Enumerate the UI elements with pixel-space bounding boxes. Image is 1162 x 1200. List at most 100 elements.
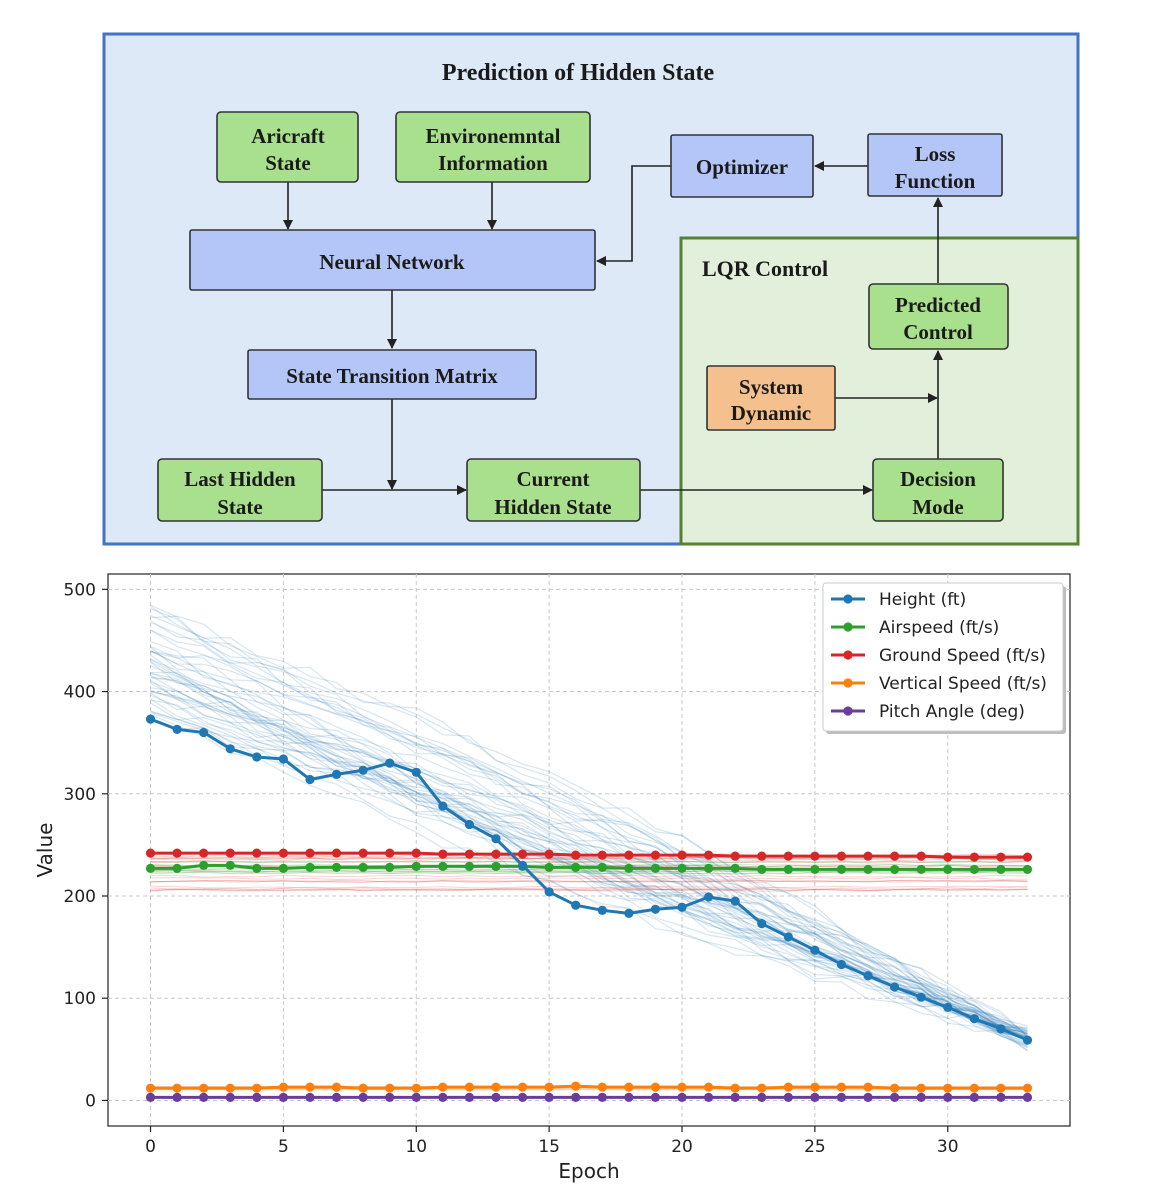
data-point-pitch-angle-deg [677, 1092, 687, 1102]
data-point-ground-speed-ft-s [1022, 852, 1033, 862]
system-label-1: System [739, 375, 804, 399]
data-point-vertical-speed-ft-s [996, 1083, 1006, 1093]
data-point-vertical-speed-ft-s [624, 1082, 634, 1092]
data-point-height-ft [199, 727, 209, 738]
data-point-pitch-angle-deg [438, 1092, 448, 1102]
x-tick-label: 25 [804, 1137, 826, 1157]
node-aircraft-state: Aricraft State [216, 111, 359, 183]
node-predicted-control: Predicted Control [868, 283, 1009, 350]
data-point-height-ft [863, 971, 873, 981]
data-point-vertical-speed-ft-s [916, 1083, 926, 1093]
data-point-pitch-angle-deg [783, 1092, 793, 1102]
height-ensemble-trace [150, 650, 1028, 1033]
y-axis-ticks: 0 100 200 300 400 500 [64, 580, 108, 1111]
nn-label: Neural Network [319, 250, 465, 274]
data-point-height-ft [783, 932, 793, 942]
data-point-pitch-angle-deg [916, 1092, 926, 1102]
height-ensemble-trace [150, 712, 1028, 1040]
data-point-pitch-angle-deg [624, 1092, 634, 1102]
env-label-2: Information [438, 151, 548, 175]
data-point-pitch-angle-deg [172, 1092, 182, 1102]
data-point-airspeed-ft-s [916, 864, 926, 875]
legend-marker-ground-speed-ft-s [843, 650, 853, 660]
data-point-height-ft [331, 769, 342, 779]
height-ensemble-trace [150, 672, 1028, 1035]
ground-speed-ensemble-trace [150, 879, 1028, 883]
optimizer-label: Optimizer [696, 155, 788, 179]
height-ensemble-trace [150, 661, 1028, 1030]
data-point-height-ft [252, 752, 262, 762]
data-point-height-ft [597, 905, 607, 915]
height-ensemble-trace [150, 604, 1028, 1035]
legend-marker-airspeed-ft-s [843, 622, 853, 632]
data-point-pitch-angle-deg [305, 1092, 315, 1102]
last-label-1: Last Hidden [184, 467, 296, 491]
airspeed-ensemble-trace [150, 860, 1028, 864]
data-point-height-ft [544, 887, 554, 897]
data-point-vertical-speed-ft-s [1022, 1083, 1033, 1093]
data-point-ground-speed-ft-s [677, 850, 687, 860]
data-point-ground-speed-ft-s [358, 848, 368, 858]
data-point-ground-speed-ft-s [969, 852, 979, 862]
plot-area [107, 573, 1071, 1127]
data-point-airspeed-ft-s [278, 863, 288, 874]
x-tick-label: 0 [145, 1137, 156, 1157]
data-point-ground-speed-ft-s [517, 849, 528, 859]
current-label-1: Current [516, 467, 589, 491]
height-ensemble-trace [150, 650, 1028, 1042]
x-tick-label: 5 [278, 1137, 289, 1157]
node-state-transition-matrix: State Transition Matrix [247, 349, 537, 400]
height-ensemble-trace [150, 714, 1028, 1032]
x-tick-label: 20 [671, 1137, 693, 1157]
data-point-vertical-speed-ft-s [331, 1082, 342, 1092]
data-point-height-ft [517, 860, 528, 870]
data-point-pitch-angle-deg [225, 1092, 235, 1102]
data-point-height-ft [172, 724, 182, 734]
data-point-airspeed-ft-s [411, 861, 421, 871]
data-point-vertical-speed-ft-s [969, 1083, 979, 1093]
data-point-vertical-speed-ft-s [252, 1083, 262, 1093]
data-point-height-ft [438, 801, 448, 811]
data-point-airspeed-ft-s [783, 864, 793, 875]
aircraft-label-1: Aricraft [251, 124, 324, 148]
lqr-title: LQR Control [702, 256, 828, 281]
node-system-dynamic: System Dynamic [706, 365, 836, 431]
legend-marker-pitch-angle-deg [843, 706, 853, 716]
data-point-airspeed-ft-s [571, 862, 581, 872]
data-point-pitch-angle-deg [703, 1092, 714, 1102]
height-ensemble-trace [150, 687, 1028, 1042]
data-point-vertical-speed-ft-s [145, 1083, 156, 1093]
data-point-vertical-speed-ft-s [544, 1082, 554, 1092]
y-tick-label: 500 [64, 580, 96, 600]
data-point-airspeed-ft-s [305, 862, 315, 872]
data-point-airspeed-ft-s [358, 862, 368, 872]
data-point-airspeed-ft-s [703, 863, 714, 874]
data-point-height-ft [677, 902, 687, 912]
height-ensemble-trace [150, 614, 1028, 1037]
y-axis-label: Value [33, 823, 57, 878]
arrow-optimizer-to-nn [596, 165, 671, 266]
data-point-pitch-angle-deg [943, 1092, 953, 1102]
data-point-airspeed-ft-s [225, 860, 235, 870]
height-ensemble-trace [150, 621, 1028, 1037]
data-point-airspeed-ft-s [624, 863, 634, 874]
data-point-height-ft [624, 908, 634, 918]
loss-label-1: Loss [915, 142, 956, 166]
data-point-airspeed-ft-s [331, 862, 342, 872]
data-point-ground-speed-ft-s [145, 848, 156, 858]
x-axis-label: Epoch [558, 1159, 619, 1183]
data-point-vertical-speed-ft-s [385, 1083, 395, 1093]
data-point-vertical-speed-ft-s [411, 1083, 421, 1093]
node-loss-function: Loss Function [867, 133, 1003, 197]
y-tick-label: 0 [85, 1091, 96, 1111]
ground-speed-ensemble-trace [150, 888, 1028, 892]
data-point-vertical-speed-ft-s [199, 1083, 209, 1093]
airspeed-ensemble-trace [150, 864, 1028, 868]
aircraft-label-2: State [265, 151, 311, 175]
data-point-ground-speed-ft-s [597, 850, 607, 860]
data-point-pitch-angle-deg [863, 1092, 873, 1102]
airspeed-ensemble-trace [150, 863, 1028, 867]
ground-speed-ensemble-trace [150, 856, 1028, 860]
legend-box [822, 582, 1064, 732]
